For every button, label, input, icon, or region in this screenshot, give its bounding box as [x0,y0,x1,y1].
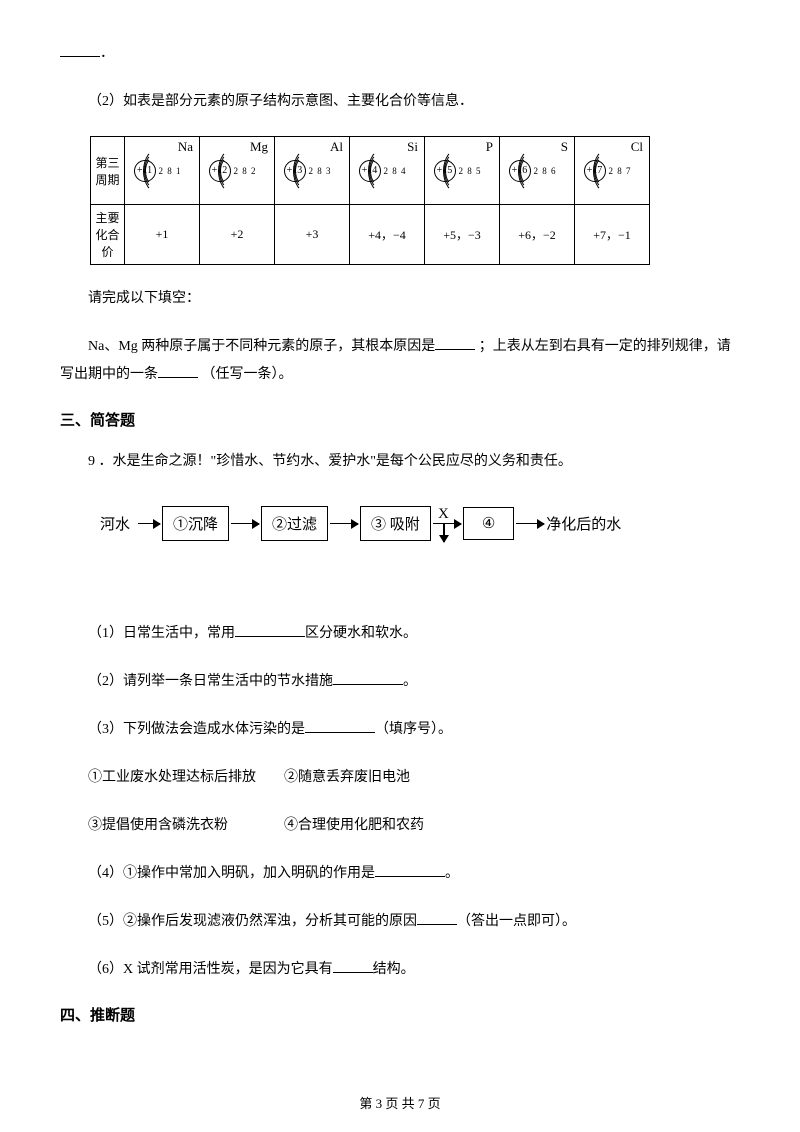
shell-numbers: 2 8 1 [159,166,182,176]
element-cell: Al +13 2 8 3 [275,137,350,205]
q9-6: （6）X 试剂常用活性炭，是因为它具有 结构。 [60,956,740,984]
row-label-period: 第三周期 [91,137,125,205]
text: 区分硬水和软水。 [305,626,417,641]
blank [435,336,475,350]
q9-options-1: ①工业废水处理达标后排放 ②随意丢弃废旧电池 [60,764,740,792]
valence-cell: +3 [275,205,350,265]
element-cell: Cl +17 2 8 7 [575,137,650,205]
flow-box: ②过滤 [261,506,328,541]
flow-box: ①沉降 [162,506,229,541]
atom-diagram: +11 2 8 1 [127,141,197,200]
blank [417,911,457,925]
element-cell: P +15 2 8 5 [425,137,500,205]
text: （1）日常生活中，常用 [88,626,235,641]
row-label-valence: 主要化合价 [91,205,125,265]
text: 。 [445,866,459,881]
atom-diagram: +16 2 8 6 [502,141,572,200]
shell-numbers: 2 8 3 [309,166,332,176]
blank [305,719,375,733]
q9-options-2: ③提倡使用含磷洗衣粉 ④合理使用化肥和农药 [60,812,740,840]
valence-cell: +6，−2 [500,205,575,265]
q9-intro: 9 ．水是生命之源！"珍惜水、节约水、爱护水"是每个公民应尽的义务和责任。 [60,448,740,476]
arrow-icon [433,523,461,525]
arrow-icon [138,523,160,525]
shell-numbers: 2 8 2 [234,166,257,176]
shells-icon: 2 8 1 [157,151,191,191]
blank [235,623,305,637]
element-cell: Si +14 2 8 4 [350,137,425,205]
q9-3: （3）下列做法会造成水体污染的是 （填序号）。 [60,716,740,744]
valence-cell: +7，−1 [575,205,650,265]
arrow-icon [330,523,358,525]
valence-cell: +2 [200,205,275,265]
blank [333,671,403,685]
valence-cell: +5，−3 [425,205,500,265]
text: （2）请列举一条日常生活中的节水措施 [88,674,333,689]
atom-diagram: +17 2 8 7 [577,141,647,200]
text-a: Na、Mg 两种原子属于不同种元素的原子，其根本原因是 [88,339,435,354]
shell-numbers: 2 8 7 [609,166,632,176]
shells-icon: 2 8 4 [382,151,416,191]
flow-box: ④ [463,507,514,540]
q9-2: （2）请列举一条日常生活中的节水措施 。 [60,668,740,696]
down-arrow-icon [443,524,445,542]
text-c: （任写一条）。 [202,367,293,382]
q9-1: （1）日常生活中，常用 区分硬水和软水。 [60,620,740,648]
arrow-icon [516,523,544,525]
table-row: 第三周期 Na +11 2 8 1 Mg +12 2 8 2 Al [91,137,650,205]
atom-diagram: +14 2 8 4 [352,141,422,200]
water-purification-flowchart: X 河水 ①沉降 ②过滤 ③ 吸附 ④ 净化后的水 [100,506,740,596]
atom-diagram: +15 2 8 5 [427,141,497,200]
text: （3）下列做法会造成水体污染的是 [88,722,305,737]
shells-icon: 2 8 7 [607,151,641,191]
text: （填序号）。 [375,722,452,737]
text: （答出一点即可）。 [457,914,576,929]
periodic-table: 第三周期 Na +11 2 8 1 Mg +12 2 8 2 Al [90,136,650,265]
valence-cell: +4，−4 [350,205,425,265]
shell-numbers: 2 8 4 [384,166,407,176]
x-label: X [438,506,449,523]
valence-cell: +1 [125,205,200,265]
top-blank: ． [60,40,740,68]
fill-prompt: 请完成以下填空： [60,285,740,313]
page-footer: 第 3 页 共 7 页 [0,1093,800,1112]
element-cell: S +16 2 8 6 [500,137,575,205]
period: ． [100,46,114,61]
shells-icon: 2 8 5 [457,151,491,191]
flow-end: 净化后的水 [546,513,621,534]
flow-row: 河水 ①沉降 ②过滤 ③ 吸附 ④ 净化后的水 [100,506,740,541]
element-cell: Mg +12 2 8 2 [200,137,275,205]
para-2: （2）如表是部分元素的原子结构示意图、主要化合价等信息． [60,88,740,116]
shells-icon: 2 8 2 [232,151,266,191]
atom-diagram: +13 2 8 3 [277,141,347,200]
blank [158,364,198,378]
shell-numbers: 2 8 5 [459,166,482,176]
blank [333,959,373,973]
text: 。 [403,674,417,689]
shells-icon: 2 8 3 [307,151,341,191]
fill-paragraph: Na、Mg 两种原子属于不同种元素的原子，其根本原因是 ；上表从左到右具有一定的… [60,333,740,389]
text: （5）②操作后发现滤液仍然浑浊，分析其可能的原因 [88,914,417,929]
flow-box: ③ 吸附 [360,506,431,541]
shell-numbers: 2 8 6 [534,166,557,176]
atom-diagram: +12 2 8 2 [202,141,272,200]
section-4-title: 四、推断题 [60,1004,740,1025]
q9-5: （5）②操作后发现滤液仍然浑浊，分析其可能的原因 （答出一点即可）。 [60,908,740,936]
arrow-icon [231,523,259,525]
section-3-title: 三、简答题 [60,409,740,430]
table-row: 主要化合价 +1 +2 +3 +4，−4 +5，−3 +6，−2 +7，−1 [91,205,650,265]
text: （4）①操作中常加入明矾，加入明矾的作用是 [88,866,375,881]
blank [375,863,445,877]
shells-icon: 2 8 6 [532,151,566,191]
text: （6）X 试剂常用活性炭，是因为它具有 [88,962,333,977]
flow-start: 河水 [100,513,130,534]
element-cell: Na +11 2 8 1 [125,137,200,205]
text: 结构。 [373,962,415,977]
q9-4: （4）①操作中常加入明矾，加入明矾的作用是 。 [60,860,740,888]
blank [60,43,100,57]
